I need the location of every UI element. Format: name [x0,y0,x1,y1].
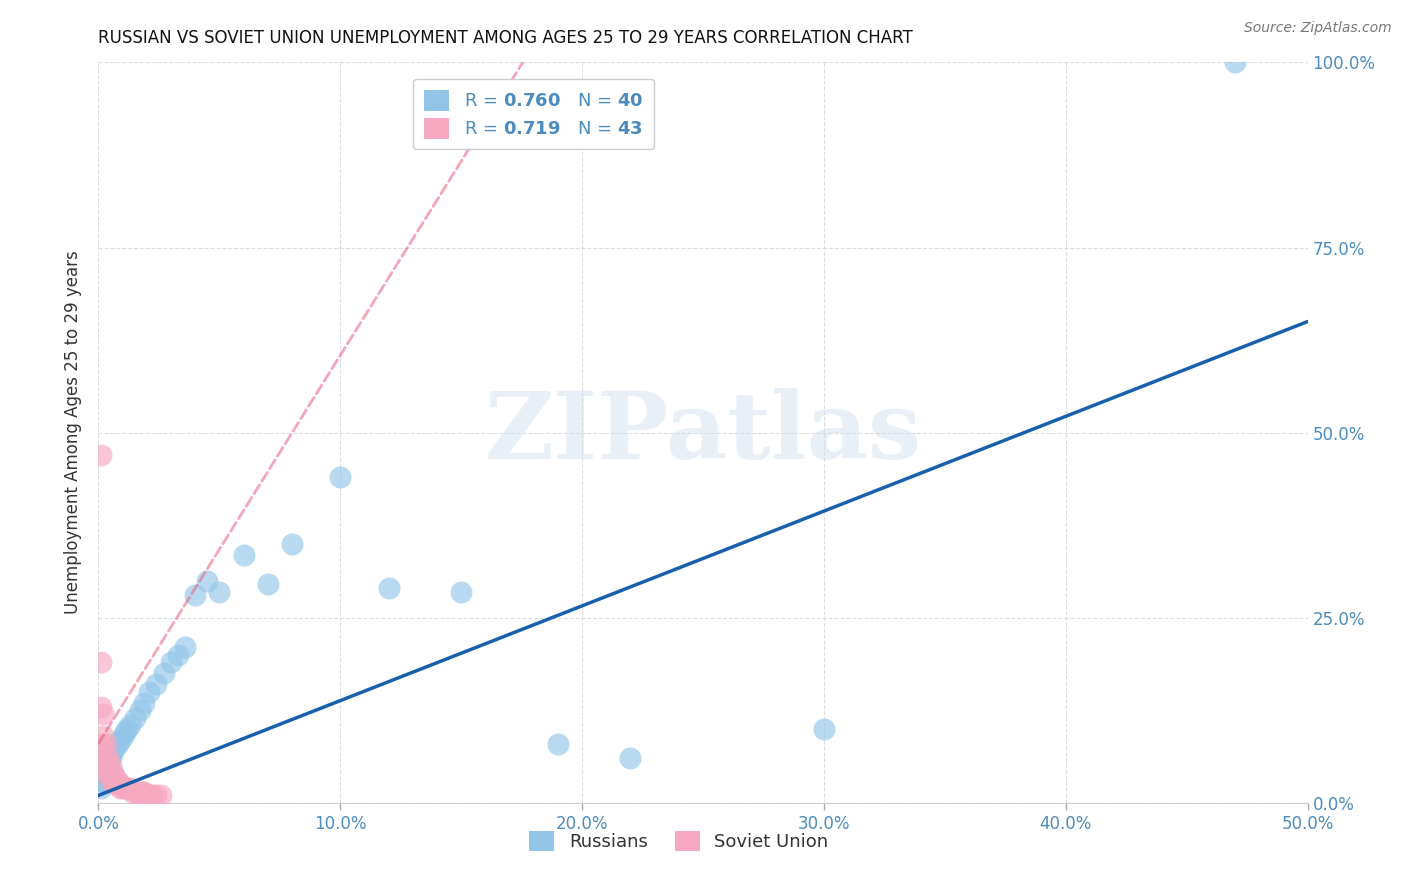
Point [91,744,114,758]
Point [114,780,136,795]
Point [104,770,127,784]
Point [108,732,131,747]
Point [104,740,127,755]
Point [111,729,134,743]
Legend: Russians, Soviet Union: Russians, Soviet Union [520,822,838,861]
Point [108,780,131,795]
Point [135,789,157,803]
Y-axis label: Unemployment Among Ages 25 to 29 years: Unemployment Among Ages 25 to 29 years [65,251,83,615]
Point [174,640,197,655]
Point [145,677,167,691]
Point [208,584,231,599]
Point [90,780,112,795]
Point [94,758,117,772]
Point [813,722,835,736]
Point [91,706,114,721]
Point [107,773,129,788]
Point [90,773,112,788]
Point [90,448,112,462]
Point [91,758,114,772]
Point [127,785,149,799]
Text: ZIPatlas: ZIPatlas [485,388,921,477]
Point [100,766,122,780]
Point [138,685,160,699]
Point [107,777,129,791]
Point [124,785,146,799]
Point [94,758,117,772]
Point [101,766,124,780]
Point [111,780,134,795]
Point [104,777,127,791]
Point [101,744,124,758]
Point [256,577,278,591]
Point [94,737,117,751]
Point [100,773,122,788]
Point [134,785,156,799]
Point [281,536,304,550]
Point [121,785,143,799]
Text: RUSSIAN VS SOVIET UNION UNEMPLOYMENT AMONG AGES 25 TO 29 YEARS CORRELATION CHART: RUSSIAN VS SOVIET UNION UNEMPLOYMENT AMO… [98,29,912,47]
Point [150,789,173,803]
Point [97,758,120,772]
Point [141,789,163,803]
Point [97,758,120,772]
Point [91,766,114,780]
Point [100,758,122,772]
Point [184,589,207,603]
Point [329,470,352,484]
Point [117,722,139,736]
Point [91,729,114,743]
Point [128,703,150,717]
Point [195,574,218,588]
Point [128,785,150,799]
Point [377,581,399,595]
Point [118,780,141,795]
Point [101,773,124,788]
Point [94,766,117,780]
Text: Source: ZipAtlas.com: Source: ZipAtlas.com [1244,21,1392,35]
Point [160,655,183,669]
Point [547,737,569,751]
Point [114,725,136,739]
Point [131,785,153,799]
Point [152,666,174,681]
Point [232,548,254,562]
Point [124,711,146,725]
Point [90,737,112,751]
Point [97,751,120,765]
Point [100,751,122,765]
Point [90,751,112,765]
Point [94,751,117,765]
Point [619,751,641,765]
Point [97,766,120,780]
Point [1223,55,1246,70]
Point [90,699,112,714]
Point [100,747,122,762]
Point [90,655,112,669]
Point [117,780,139,795]
Point [94,766,117,780]
Point [90,758,112,772]
Point [97,751,120,765]
Point [138,789,160,803]
Point [118,718,141,732]
Point [91,773,114,788]
Point [167,648,190,662]
Point [107,737,129,751]
Point [145,789,167,803]
Point [108,777,131,791]
Point [450,584,472,599]
Point [134,696,156,710]
